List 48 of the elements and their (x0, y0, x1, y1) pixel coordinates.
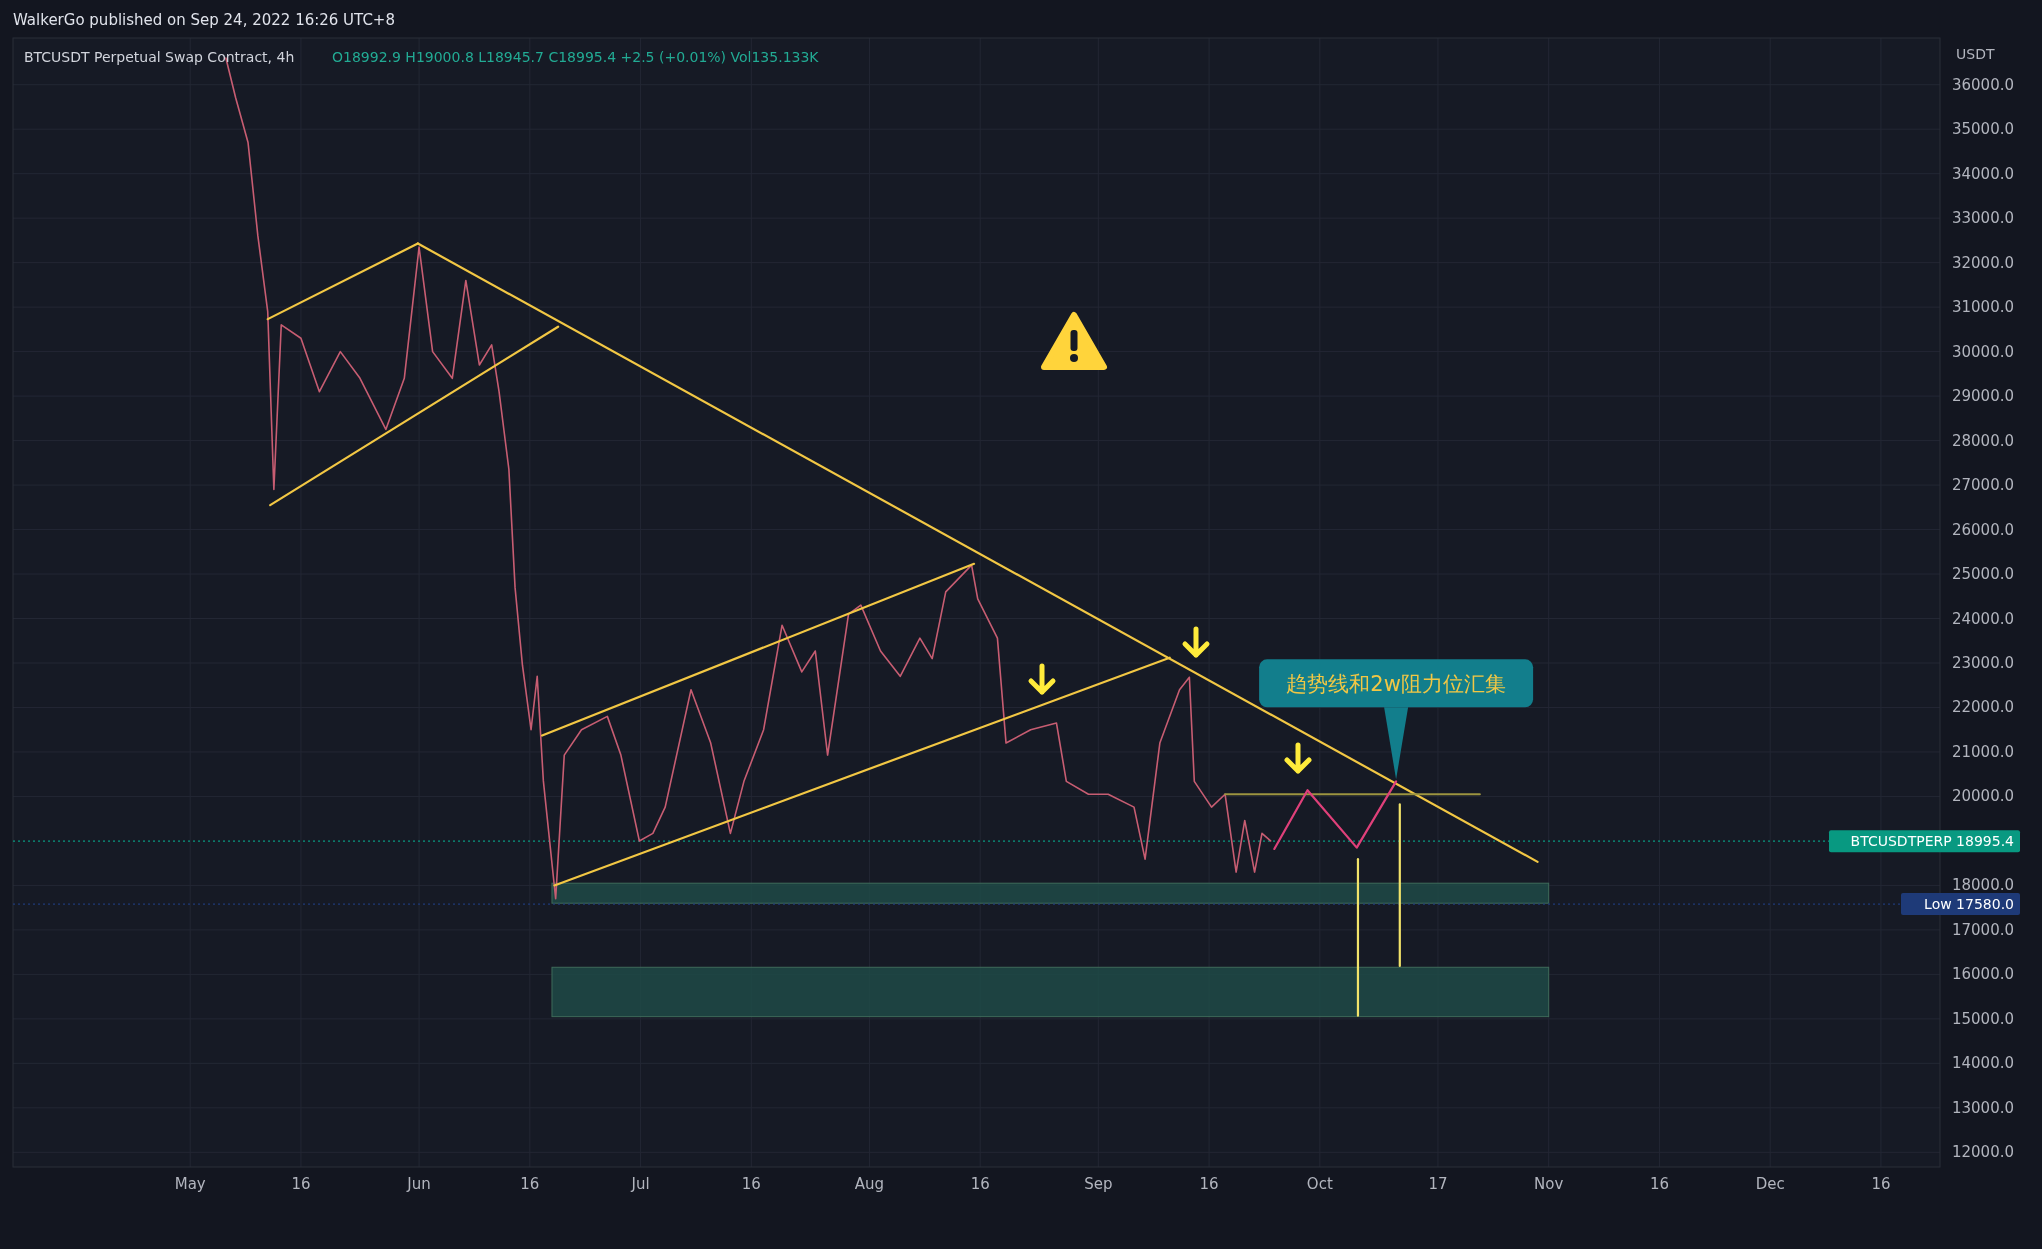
y-tick-label: 23000.0 (1951, 654, 2014, 672)
y-tick-label: 28000.0 (1951, 431, 2014, 450)
x-tick-label: Sep (1084, 1175, 1113, 1193)
x-tick-label: Nov (1534, 1175, 1564, 1193)
x-tick-label: Oct (1306, 1175, 1333, 1193)
y-tick-label: 22000.0 (1951, 698, 2014, 717)
x-tick-label: Jun (406, 1175, 431, 1193)
y-tick-label: 13000.0 (1951, 1098, 2014, 1117)
y-tick-label: 35000.0 (1951, 120, 2014, 139)
y-tick-label: 18000.0 (1951, 876, 2014, 895)
y-tick-label: 36000.0 (1951, 75, 2014, 94)
y-tick-label: 24000.0 (1951, 609, 2014, 628)
y-tick-label: 12000.0 (1951, 1143, 2014, 1162)
y-tick-label: 33000.0 (1951, 209, 2014, 228)
y-tick-label: 34000.0 (1951, 164, 2014, 183)
y-tick-label: 31000.0 (1951, 298, 2014, 317)
y-tick-label: 26000.0 (1951, 520, 2014, 539)
x-tick-label: 16 (1871, 1175, 1891, 1193)
y-tick-label: 14000.0 (1951, 1054, 2014, 1073)
text: O18992.9 H19000.8 L18945.7 C18995.4 +2.5 (+0.01%) Vol135.133K (332, 49, 820, 65)
y-tick-label: 17000.0 (1951, 920, 2014, 939)
y-tick-label: 16000.0 (1951, 965, 2014, 984)
y-tick-label: 25000.0 (1951, 565, 2014, 584)
x-tick-label: 16 (520, 1175, 540, 1193)
x-tick-label: Dec (1755, 1175, 1785, 1193)
x-tick-label: 16 (291, 1175, 311, 1193)
x-tick-label: Aug (854, 1175, 885, 1193)
x-tick-label: 16 (1649, 1175, 1669, 1193)
x-tick-label: 16 (1199, 1175, 1219, 1193)
y-axis-title: USDT (1956, 46, 1995, 62)
y-tick-label: 15000.0 (1951, 1009, 2014, 1028)
text: BTCUSDT Perpetual Swap Contract, 4h (24, 49, 295, 65)
annotation: 趋势线和2w阻力位汇集 (1286, 672, 1506, 697)
x-tick-label: 17 (1428, 1175, 1448, 1193)
x-tick-label: Jul (630, 1175, 650, 1193)
x-tick-label: May (174, 1175, 206, 1193)
annotation: 趋势线和2w阻力位汇集 (1259, 659, 1534, 780)
y-tick-label: 32000.0 (1951, 253, 2014, 272)
y-tick-label: 29000.0 (1951, 387, 2014, 406)
y-tick-label: 21000.0 (1951, 742, 2014, 761)
y-tick-label: 20000.0 (1951, 787, 2014, 806)
x-tick-label: 16 (741, 1175, 761, 1193)
ref-line-label: Low 17580.0 (1924, 896, 2014, 913)
y-tick-label: 30000.0 (1951, 342, 2014, 361)
x-tick-label: 16 (970, 1175, 990, 1193)
annotation: WalkerGo published on Sep 24, 2022 16:26 UTC+8 (13, 11, 395, 29)
ref-line-label: BTCUSDTPERP 18995.4 (1850, 833, 2015, 850)
y-tick-label: 27000.0 (1951, 476, 2014, 495)
